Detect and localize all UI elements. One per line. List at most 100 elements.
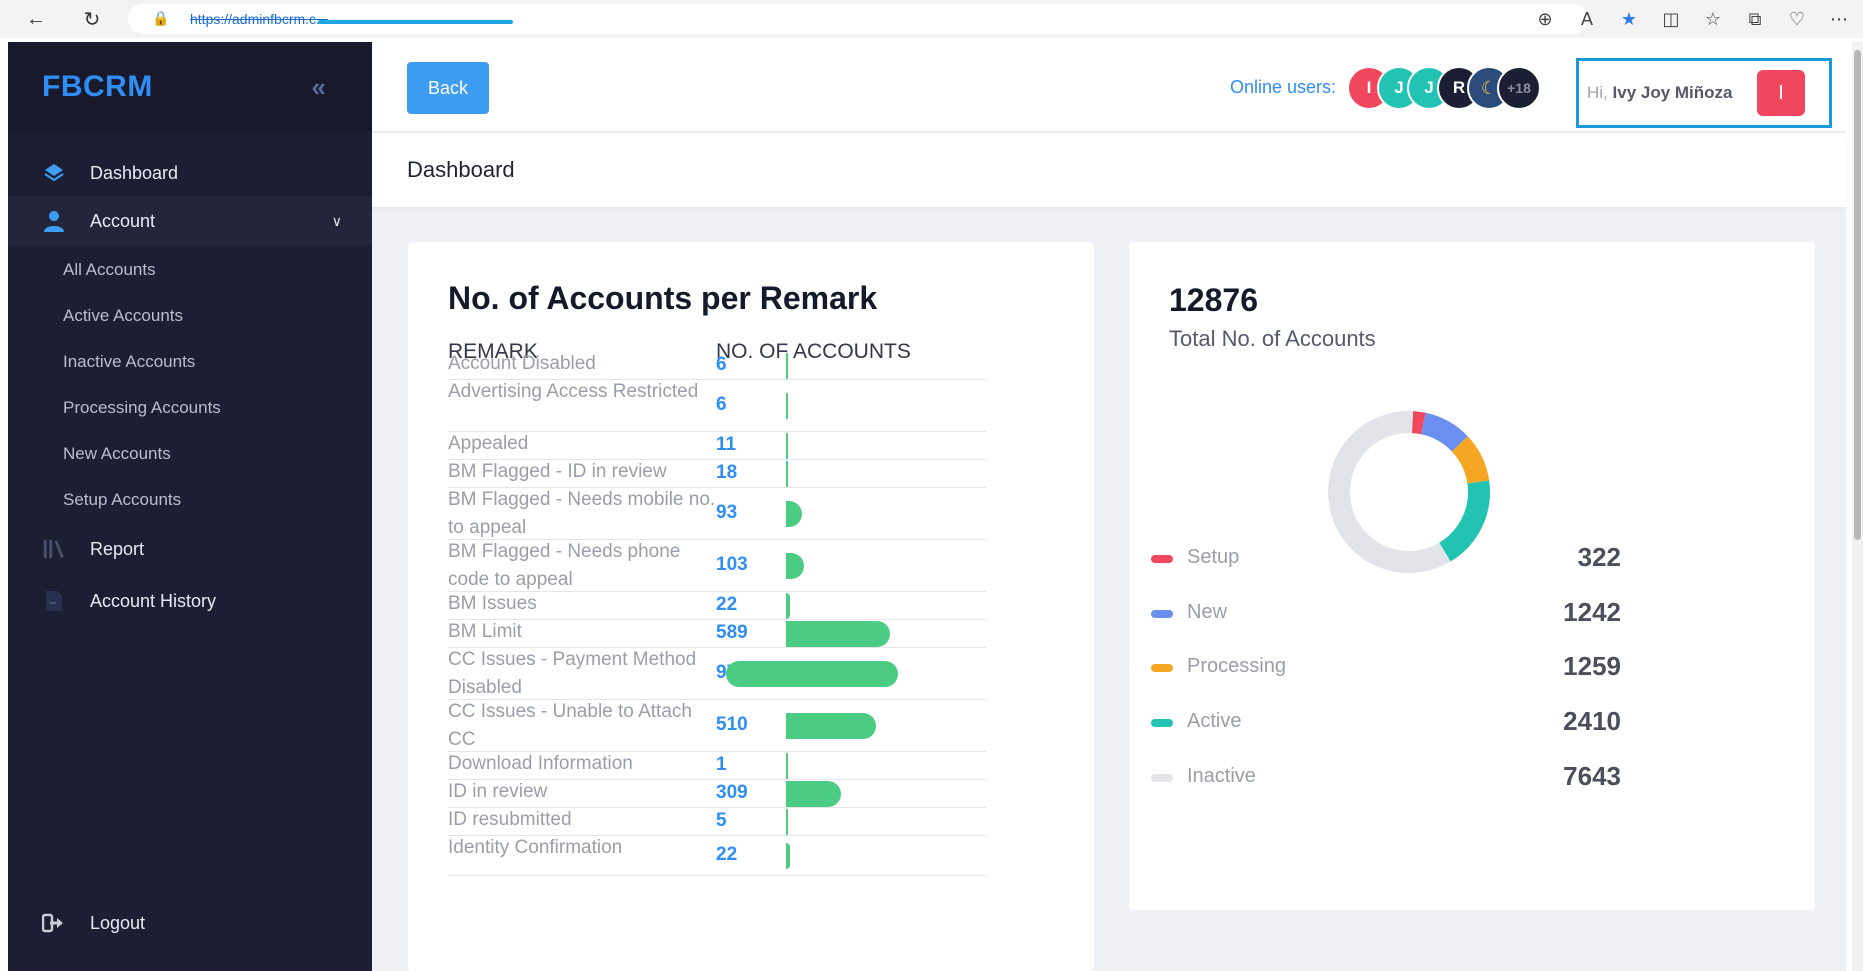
remark-label: BM Issues [448,593,537,614]
table-row: CC Issues - Unable to Attach CC 510 [448,700,986,752]
split-screen-icon[interactable]: ◫ [1662,8,1680,29]
donut-slice-processing[interactable] [1451,436,1490,485]
remark-bar [786,809,788,835]
column-header-count: NO. OF ACCOUNTS [716,340,911,363]
collapse-sidebar-icon[interactable]: « [311,72,326,102]
sidebar-item-account[interactable]: Account ∨ [8,196,372,246]
online-users-label: Online users: [1230,77,1337,97]
legend-dot [1151,719,1173,727]
table-row: BM Flagged - ID in review 18 [448,460,986,488]
back-button[interactable]: Back [407,62,489,114]
table-row: BM Flagged - Needs phone code to appeal 1… [448,540,986,592]
legend-dot [1151,555,1173,563]
remarks-card: No. of Accounts per Remark REMARK NO. OF… [408,242,1094,971]
remark-count: 22 [716,594,738,615]
sidebar-item-label: Account [90,210,156,231]
remark-count: 22 [716,844,738,865]
reload-icon[interactable]: ↻ [83,8,101,31]
table-row: BM Flagged - Needs mobile no. to appeal 9… [448,488,986,540]
remark-label: BM Limit [448,621,522,642]
remark-label: CC Issues - Payment Method Disabled [448,649,697,698]
donut-slice-active[interactable] [1438,480,1490,562]
remark-count: 510 [716,714,748,735]
sidebar-item-account-history[interactable]: Account History [8,576,372,626]
remark-bar [726,661,898,687]
legend-dot [1151,610,1173,618]
page-scrollbar[interactable] [1852,42,1863,971]
legend-label: Setup [1187,546,1240,568]
legend-value: 322 [1577,542,1621,572]
avatar[interactable]: I [1757,70,1805,116]
remark-label: Download Information [448,753,633,774]
remark-bar [786,713,876,739]
user-name: Ivy Joy Miñoza [1612,83,1733,102]
brand-logo[interactable]: FBCRM [42,70,153,103]
remark-count: 309 [716,782,748,803]
sidebar-item-dashboard[interactable]: Dashboard [8,148,372,198]
layers-icon [42,161,66,185]
legend-value: 7643 [1563,761,1621,791]
remark-label: ID in review [448,781,548,802]
more-users-badge[interactable]: +18 [1497,66,1541,110]
remark-count: 93 [716,502,738,523]
sidebar-item-label: Report [90,538,145,559]
document-icon [42,589,66,613]
lock-icon: 🔒 [152,10,170,26]
performance-icon[interactable]: ♡ [1788,8,1806,29]
sidebar-subitem-processing-accounts[interactable]: Processing Accounts [63,398,221,417]
column-header-remark: REMARK [448,340,538,363]
collections-icon[interactable]: ⧉ [1748,8,1762,29]
sidebar-subitem-inactive-accounts[interactable]: Inactive Accounts [63,352,196,371]
table-row: BM Limit 589 [448,620,986,648]
back-arrow-icon[interactable]: ← [26,7,46,30]
remark-bar [786,593,790,619]
favorite-star-icon[interactable]: ★ [1620,8,1638,29]
table-row: Appealed 11 [448,432,986,460]
chevron-down-icon: ∨ [331,212,342,229]
read-aloud-icon[interactable]: A [1580,8,1593,29]
sidebar-subitem-all-accounts[interactable]: All Accounts [63,260,156,279]
main-content: Back Online users: I J J R ☾ +18 Hi, Ivy… [372,42,1846,971]
legend-dot [1151,664,1173,672]
table-row: CC Issues - Payment Method Disabled972 [448,648,986,700]
donut-slice-setup[interactable] [1411,411,1426,435]
remark-count: 103 [716,554,748,575]
remark-label: Account Disabled [448,353,596,374]
logout-icon [42,911,66,935]
sidebar-subitem-active-accounts[interactable]: Active Accounts [63,306,184,325]
remark-bar [786,353,788,379]
scrollbar-thumb[interactable] [1854,50,1861,540]
remark-bar [786,843,790,869]
legend-dot [1151,774,1173,782]
remark-count: 6 [716,354,727,375]
legend-label: Processing [1187,655,1286,677]
zoom-icon[interactable]: ⊕ [1537,8,1553,29]
sidebar-item-report[interactable]: Report [8,524,372,574]
more-icon[interactable]: ⋯ [1830,8,1848,29]
url-text[interactable]: https://adminfbcrm.c... [190,11,328,27]
card-title: No. of Accounts per Remark [448,280,878,316]
total-accounts-value: 12876 [1169,282,1258,318]
donut-slice-inactive[interactable] [1328,411,1451,573]
remark-bar [786,621,890,647]
remark-bar [786,393,788,419]
table-row: ID in review 309 [448,780,986,808]
user-menu[interactable]: Hi, Ivy Joy Miñoza I [1576,58,1832,128]
remark-label: BM Flagged - Needs phone code to appeal [448,541,681,590]
sidebar: FBCRM « Dashboard Account ∨ All Accounts… [8,42,372,971]
address-bar[interactable]: 🔒 https://adminfbcrm.c... [128,4,1588,34]
sidebar-subitem-new-accounts[interactable]: New Accounts [63,444,171,463]
sidebar-item-label: Dashboard [90,162,179,183]
sidebar-item-label: Logout [90,912,146,933]
legend-label: Active [1187,710,1242,732]
sidebar-subitem-setup-accounts[interactable]: Setup Accounts [63,490,182,509]
remark-label: Identity Confirmation [448,837,623,858]
donut-slice-new[interactable] [1420,412,1468,452]
remark-count: 1 [716,754,727,775]
favorites-icon[interactable]: ☆ [1704,8,1722,29]
legend-item: Setup 322 [1151,542,1711,572]
legend-value: 1242 [1563,597,1621,627]
table-row: Advertising Access Restricted 6 [448,380,986,432]
sidebar-item-logout[interactable]: Logout [8,898,372,948]
remark-bar [786,781,841,807]
